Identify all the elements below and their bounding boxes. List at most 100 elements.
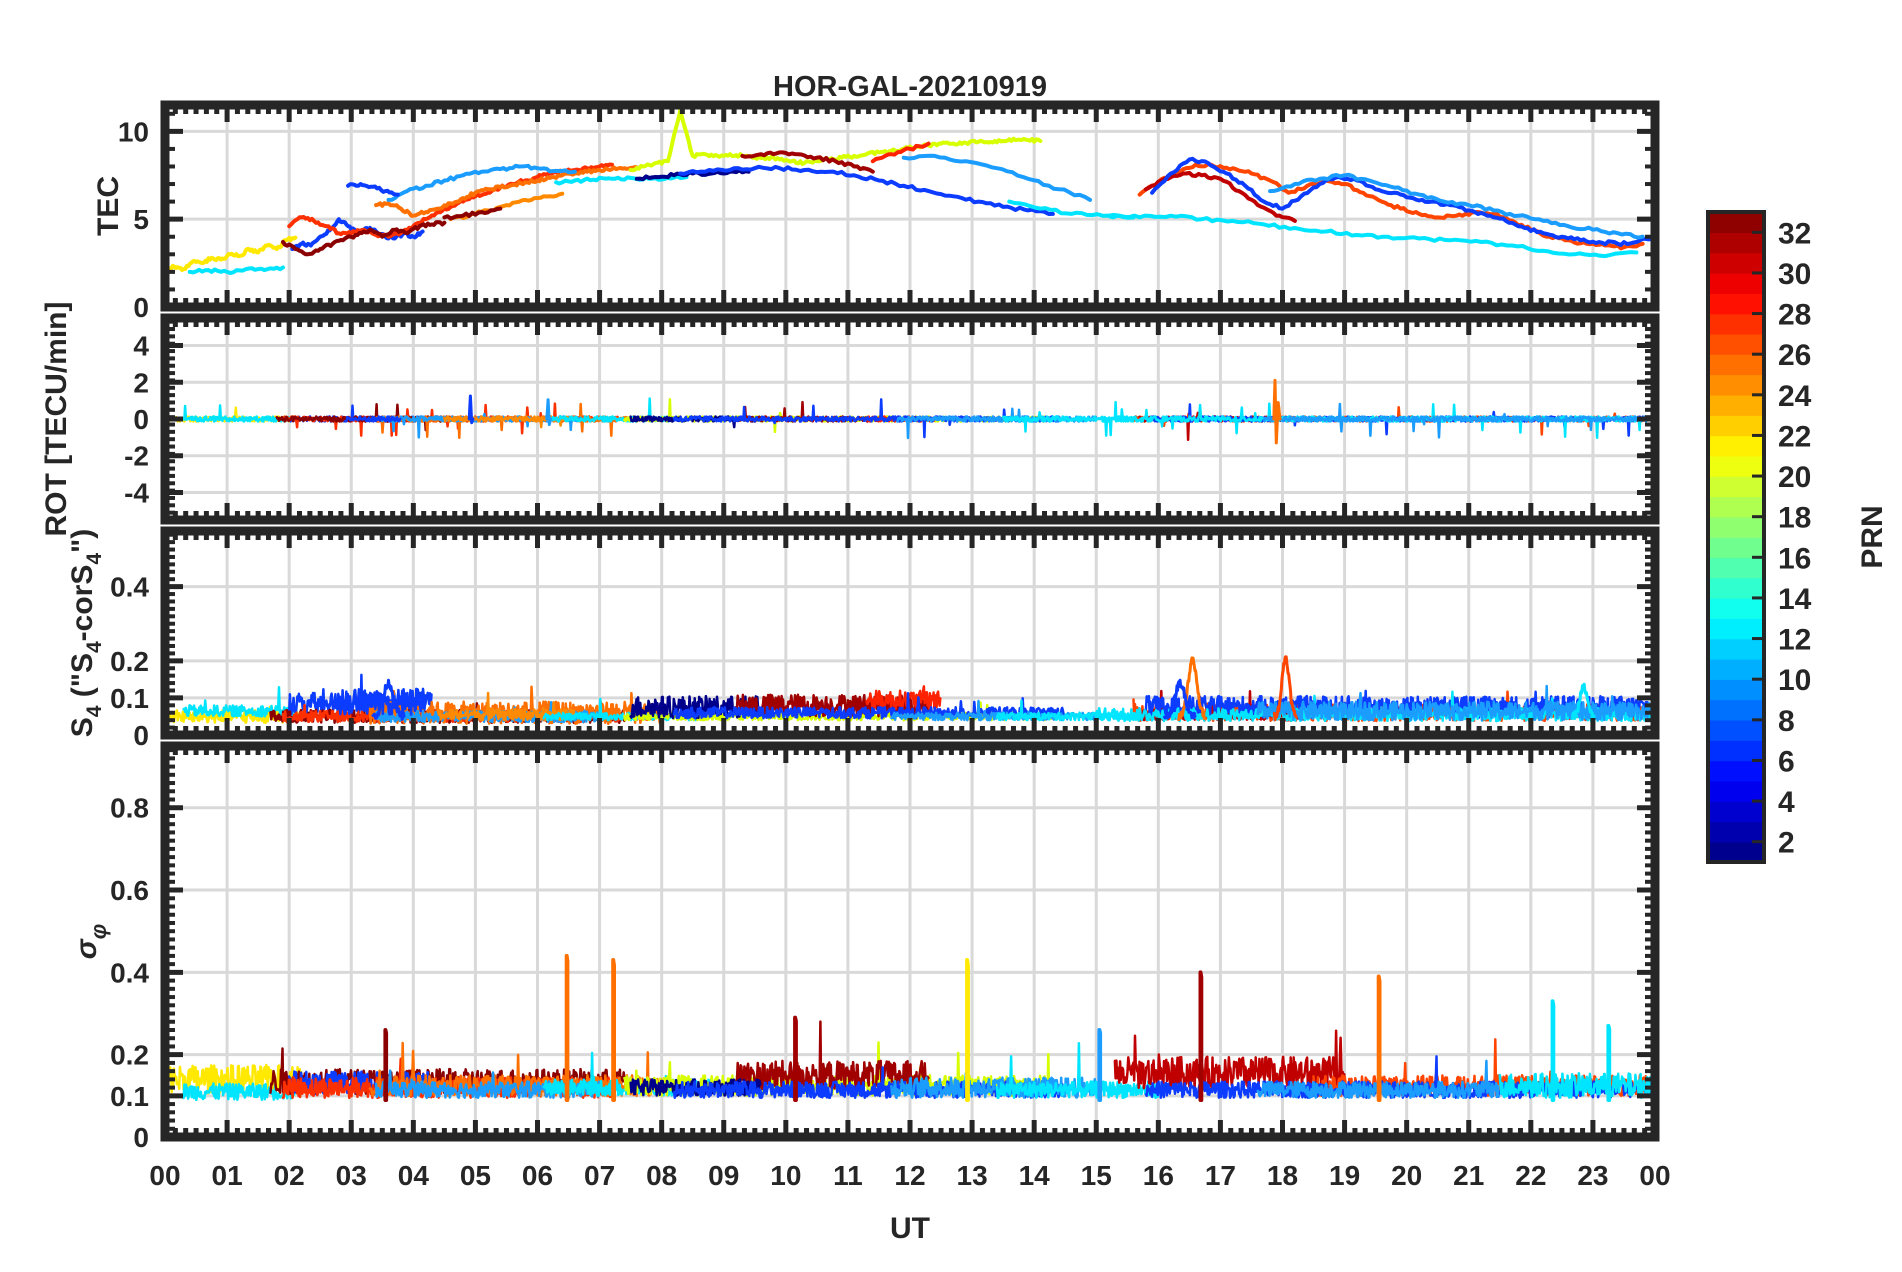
colorbar-tick-label-10: 10 — [1778, 664, 1811, 697]
colorbar-tick-label-2: 2 — [1778, 827, 1795, 860]
colorbar-segment-26 — [1708, 313, 1764, 335]
panel-1-ytick-label: 5 — [133, 204, 149, 235]
tec-trace-prn-30 — [740, 150, 875, 174]
colorbar-segment-18 — [1708, 476, 1764, 498]
rot-trace-prn-2 — [629, 415, 756, 429]
xtick-label-23: 23 — [1577, 1160, 1608, 1191]
colorbar-tick-label-16: 16 — [1778, 542, 1811, 575]
colorbar-segment-1 — [1708, 821, 1764, 843]
tec-trace-prn-29 — [1143, 170, 1297, 223]
xtick-label-15: 15 — [1081, 1160, 1112, 1191]
xaxis-label: UT — [890, 1212, 930, 1245]
xtick-label-7: 07 — [584, 1160, 615, 1191]
xtick-label-2: 02 — [274, 1160, 305, 1191]
tec-trace-prn-11 — [187, 265, 285, 275]
panel-2-ytick-label: 4 — [133, 331, 149, 362]
colorbar-segment-13 — [1708, 577, 1764, 599]
panel-3-ytick-label: 0.2 — [110, 646, 149, 677]
s4-trace-prn-4 — [672, 692, 1066, 720]
colorbar-tick-label-24: 24 — [1778, 380, 1812, 413]
colorbar-segment-24 — [1708, 354, 1764, 376]
colorbar-segment-29 — [1708, 252, 1764, 274]
colorbar-segment-25 — [1708, 333, 1764, 355]
xtick-label-21: 21 — [1453, 1160, 1484, 1191]
xtick-label-19: 19 — [1329, 1160, 1360, 1191]
colorbar-segment-8 — [1708, 679, 1764, 701]
xtick-label-9: 09 — [708, 1160, 739, 1191]
sigmaphi-spike-1503 — [1097, 1028, 1103, 1102]
s4-burst-prn-14 — [1570, 682, 1596, 720]
tec-trace-prn-14 — [1106, 212, 1639, 259]
colorbar-segment-27 — [1708, 293, 1764, 315]
tec-trace-prn-3 — [346, 182, 400, 197]
colorbar-segment-12 — [1708, 597, 1764, 619]
panel-3-ylabel: S4 ("S4-corS4") — [66, 529, 106, 738]
panel-2-ytick-label: -4 — [124, 477, 149, 508]
panel-4-ytick-label: 0.8 — [110, 793, 149, 824]
colorbar-tick-label-4: 4 — [1778, 786, 1795, 819]
panel-2-ytick-label: 2 — [133, 367, 149, 398]
colorbar-tick-label-18: 18 — [1778, 502, 1811, 535]
colorbar-tick-label-8: 8 — [1778, 705, 1795, 738]
s4-burst-prn-26 — [1272, 655, 1298, 721]
tec-trace-prn-20 — [165, 235, 298, 272]
panel-1-ytick-label: 10 — [118, 116, 149, 147]
sigmaphi-trace-prn-11 — [182, 1082, 296, 1102]
rot-spike-prn-5 — [467, 394, 475, 425]
colorbar-segment-20 — [1708, 435, 1764, 457]
sigmaphi-spike-1935 — [1376, 974, 1382, 1102]
rot-spike-prn-9 — [545, 398, 552, 426]
colorbar-segment-9 — [1708, 658, 1764, 680]
colorbar-segment-28 — [1708, 272, 1764, 294]
s4-burst-prn-25 — [1177, 656, 1207, 722]
xtick-label-5: 05 — [460, 1160, 491, 1191]
colorbar-tick-label-20: 20 — [1778, 461, 1811, 494]
sigmaphi-trace-prn-29 — [1113, 1029, 1346, 1091]
tec-trace-prn-25 — [374, 165, 639, 218]
xtick-label-1: 01 — [212, 1160, 243, 1191]
colorbar-segment-30 — [1708, 232, 1764, 254]
colorbar-tick-label-30: 30 — [1778, 258, 1811, 291]
colorbar-segment-22 — [1708, 394, 1764, 416]
colorbar-segment-31 — [1708, 212, 1764, 234]
sigmaphi-trace-prn-14 — [1498, 1071, 1655, 1100]
colorbar-tick-label-14: 14 — [1778, 583, 1812, 616]
s4-burst-prn-5 — [371, 678, 406, 721]
figure-title: HOR-GAL-20210919 — [773, 71, 1047, 103]
tec-trace-prn-31 — [442, 206, 503, 221]
xtick-label-8: 08 — [646, 1160, 677, 1191]
colorbar-segment-11 — [1708, 618, 1764, 640]
panel-1-ytick-label: 0 — [133, 292, 149, 323]
colorbar-segment-23 — [1708, 374, 1764, 396]
colorbar-segment-4 — [1708, 760, 1764, 782]
xtick-label-18: 18 — [1267, 1160, 1298, 1191]
colorbar-segment-3 — [1708, 780, 1764, 802]
sigmaphi-spike-0333 — [383, 1028, 389, 1102]
rot-spike-prn-25 — [1272, 378, 1282, 445]
panel-4-ytick-label: 0.4 — [110, 957, 149, 988]
panel-2-ylabel: ROT [TECU/min] — [40, 302, 73, 537]
panel-2-ytick-label: -2 — [124, 441, 149, 472]
s4-trace-prn-7 — [1256, 684, 1655, 722]
tec-trace-prn-4 — [678, 164, 1055, 216]
colorbar-segment-21 — [1708, 415, 1764, 437]
tec-trace-prn-12 — [554, 174, 689, 186]
colorbar-segment-0 — [1708, 841, 1764, 863]
colorbar-segment-15 — [1708, 537, 1764, 559]
xtick-label-6: 06 — [522, 1160, 553, 1191]
s4-burst-prn-6 — [1163, 678, 1197, 720]
rot-trace-prn-3 — [343, 415, 402, 423]
xtick-label-0: 00 — [149, 1160, 180, 1191]
rot-trace-prn-7 — [1262, 402, 1650, 439]
sigmaphi-spike-1640 — [1198, 970, 1204, 1102]
colorbar-segment-17 — [1708, 496, 1764, 518]
colorbar-segment-19 — [1708, 455, 1764, 477]
sigmaphi-trace-prn-10 — [890, 1072, 1104, 1100]
xtick-label-20: 20 — [1391, 1160, 1422, 1191]
colorbar-tick-label-6: 6 — [1778, 745, 1795, 778]
s4-trace-prn-28 — [865, 685, 942, 711]
xtick-label-12: 12 — [894, 1160, 925, 1191]
xtick-label-3: 03 — [336, 1160, 367, 1191]
